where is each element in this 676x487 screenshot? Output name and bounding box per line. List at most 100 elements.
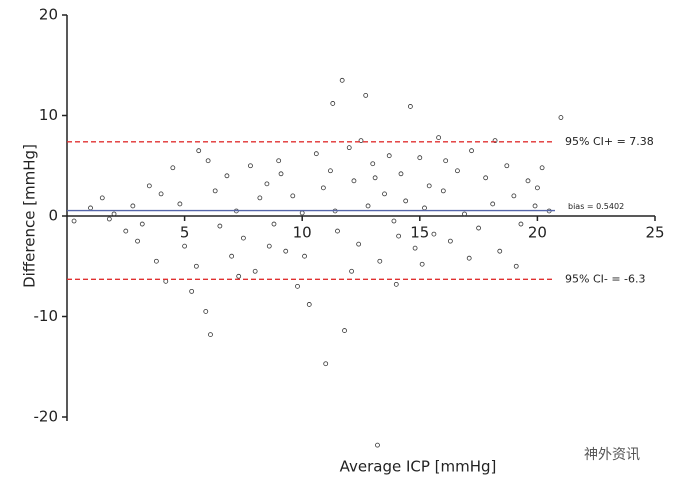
point [278, 171, 284, 177]
reference-label: bias = 0.5402 [568, 202, 624, 211]
point [431, 231, 437, 237]
point [158, 191, 164, 197]
point [419, 261, 425, 267]
point [130, 203, 136, 209]
y-tick-label: 10 [39, 106, 58, 124]
point [135, 238, 140, 244]
point [271, 221, 277, 227]
x-tick-label: 25 [645, 224, 664, 242]
point [236, 273, 242, 279]
point [252, 268, 258, 274]
point [358, 138, 364, 144]
point [466, 255, 472, 261]
point [469, 148, 474, 154]
point [346, 145, 352, 151]
point [212, 188, 218, 194]
point [356, 241, 362, 247]
point [106, 216, 112, 222]
reference-label: 95% CI- = -6.3 [565, 272, 646, 285]
point [123, 228, 129, 234]
point [372, 175, 378, 181]
point [189, 288, 195, 294]
point [177, 201, 183, 207]
point [208, 332, 213, 337]
x-tick-label: 15 [410, 224, 429, 242]
point [323, 361, 329, 367]
point [170, 165, 176, 171]
point [203, 309, 209, 314]
point [335, 228, 340, 234]
point [153, 258, 159, 264]
point [264, 181, 270, 187]
point [440, 188, 446, 194]
point [436, 135, 442, 141]
point [532, 203, 538, 209]
point [535, 185, 540, 191]
point [476, 225, 482, 231]
x-tick-label: 20 [528, 224, 547, 242]
point [349, 268, 354, 274]
point [248, 163, 253, 169]
point [363, 93, 369, 98]
point [558, 115, 564, 120]
point [396, 233, 402, 239]
point [370, 161, 376, 167]
point [443, 158, 449, 164]
point [462, 211, 467, 217]
point [398, 171, 404, 177]
point [412, 245, 418, 251]
point [283, 248, 289, 254]
point [88, 205, 93, 211]
point [295, 283, 300, 289]
point [146, 183, 152, 189]
point [290, 193, 296, 199]
point [111, 211, 117, 217]
x-tick-label: 5 [180, 224, 190, 242]
point [313, 151, 319, 157]
point [426, 183, 432, 189]
point [377, 258, 383, 264]
point [196, 148, 202, 154]
point [205, 158, 211, 164]
point [513, 263, 519, 269]
y-tick-label: -10 [34, 307, 59, 325]
y-axis-label: Difference [mmHg] [21, 144, 39, 288]
x-axis-label: Average ICP [mmHg] [340, 458, 497, 476]
point [407, 104, 413, 109]
point [276, 158, 282, 164]
point [490, 201, 496, 207]
point [320, 185, 326, 191]
point [217, 223, 223, 229]
point [224, 173, 230, 179]
reference-label: 95% CI+ = 7.38 [565, 135, 654, 148]
watermark: 神外资讯 [584, 447, 640, 463]
point [182, 243, 188, 249]
point [375, 442, 380, 448]
point [417, 155, 423, 161]
point [139, 221, 145, 227]
point [229, 253, 235, 259]
point [302, 253, 307, 259]
point [497, 248, 503, 254]
point [447, 238, 453, 244]
point [518, 221, 524, 227]
point [525, 178, 531, 184]
point [71, 218, 77, 224]
point [342, 328, 347, 333]
point [330, 101, 336, 106]
y-tick-label: 0 [48, 207, 58, 225]
point [403, 198, 409, 204]
y-tick-label: 20 [39, 6, 58, 24]
point [504, 163, 510, 169]
point [422, 205, 427, 211]
point [240, 235, 246, 241]
point [99, 195, 105, 201]
point [351, 178, 357, 184]
point [299, 210, 305, 216]
point [257, 195, 263, 201]
point [328, 168, 333, 174]
point [193, 263, 199, 269]
point [339, 77, 345, 83]
point [306, 302, 312, 307]
